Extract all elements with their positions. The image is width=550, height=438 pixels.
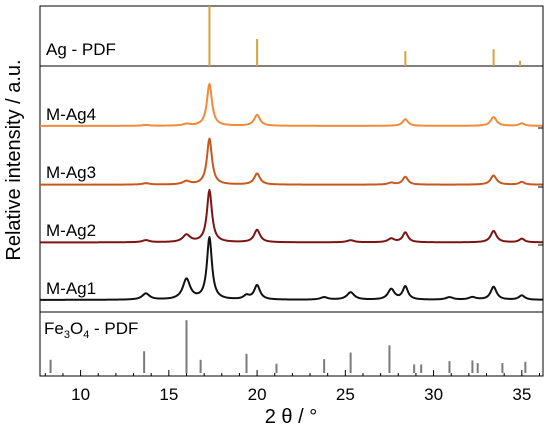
fe3o4-reference-label: Fe3O4 - PDF xyxy=(44,319,138,341)
x-tick-label-35: 35 xyxy=(512,385,531,404)
x-tick-label-30: 30 xyxy=(424,385,443,404)
plot-frame xyxy=(39,5,544,377)
x-tick-label-15: 15 xyxy=(159,385,178,404)
x-tick-label-25: 25 xyxy=(336,385,355,404)
ag-reference-label: Ag - PDF xyxy=(46,40,116,59)
fe3o4-label-sub4: 4 xyxy=(83,329,89,341)
ag-reference-panel: Ag - PDF xyxy=(40,6,543,67)
fe3o4-label-o: O xyxy=(70,319,83,338)
x-tick-label-10: 10 xyxy=(71,385,90,404)
trace-m-ag1 xyxy=(39,236,543,301)
series-labels: M-Ag4 M-Ag3 M-Ag2 M-Ag1 xyxy=(46,105,96,298)
x-axis: 10 15 20 25 30 35 xyxy=(44,370,540,404)
y-axis-label: Relative intensity / a.u. xyxy=(3,59,25,260)
series-label-m-ag1: M-Ag1 xyxy=(46,279,96,298)
x-tick-label-20: 20 xyxy=(248,385,267,404)
sample-traces xyxy=(39,82,543,301)
series-label-m-ag3: M-Ag3 xyxy=(46,163,96,182)
x-axis-label: 2 θ / ° xyxy=(265,406,317,428)
fe3o4-label-fe: Fe xyxy=(44,319,64,338)
fe3o4-label-sub3: 3 xyxy=(64,329,70,341)
series-label-m-ag2: M-Ag2 xyxy=(46,221,96,240)
series-label-m-ag4: M-Ag4 xyxy=(46,105,96,124)
trace-m-ag4 xyxy=(39,82,543,127)
fe3o4-reference-panel: Fe3O4 - PDF xyxy=(40,311,543,373)
trace-m-ag2 xyxy=(39,189,543,244)
fe3o4-label-tail: - PDF xyxy=(89,319,138,338)
right-axis-ticks xyxy=(538,65,543,313)
trace-m-ag3 xyxy=(39,137,543,186)
